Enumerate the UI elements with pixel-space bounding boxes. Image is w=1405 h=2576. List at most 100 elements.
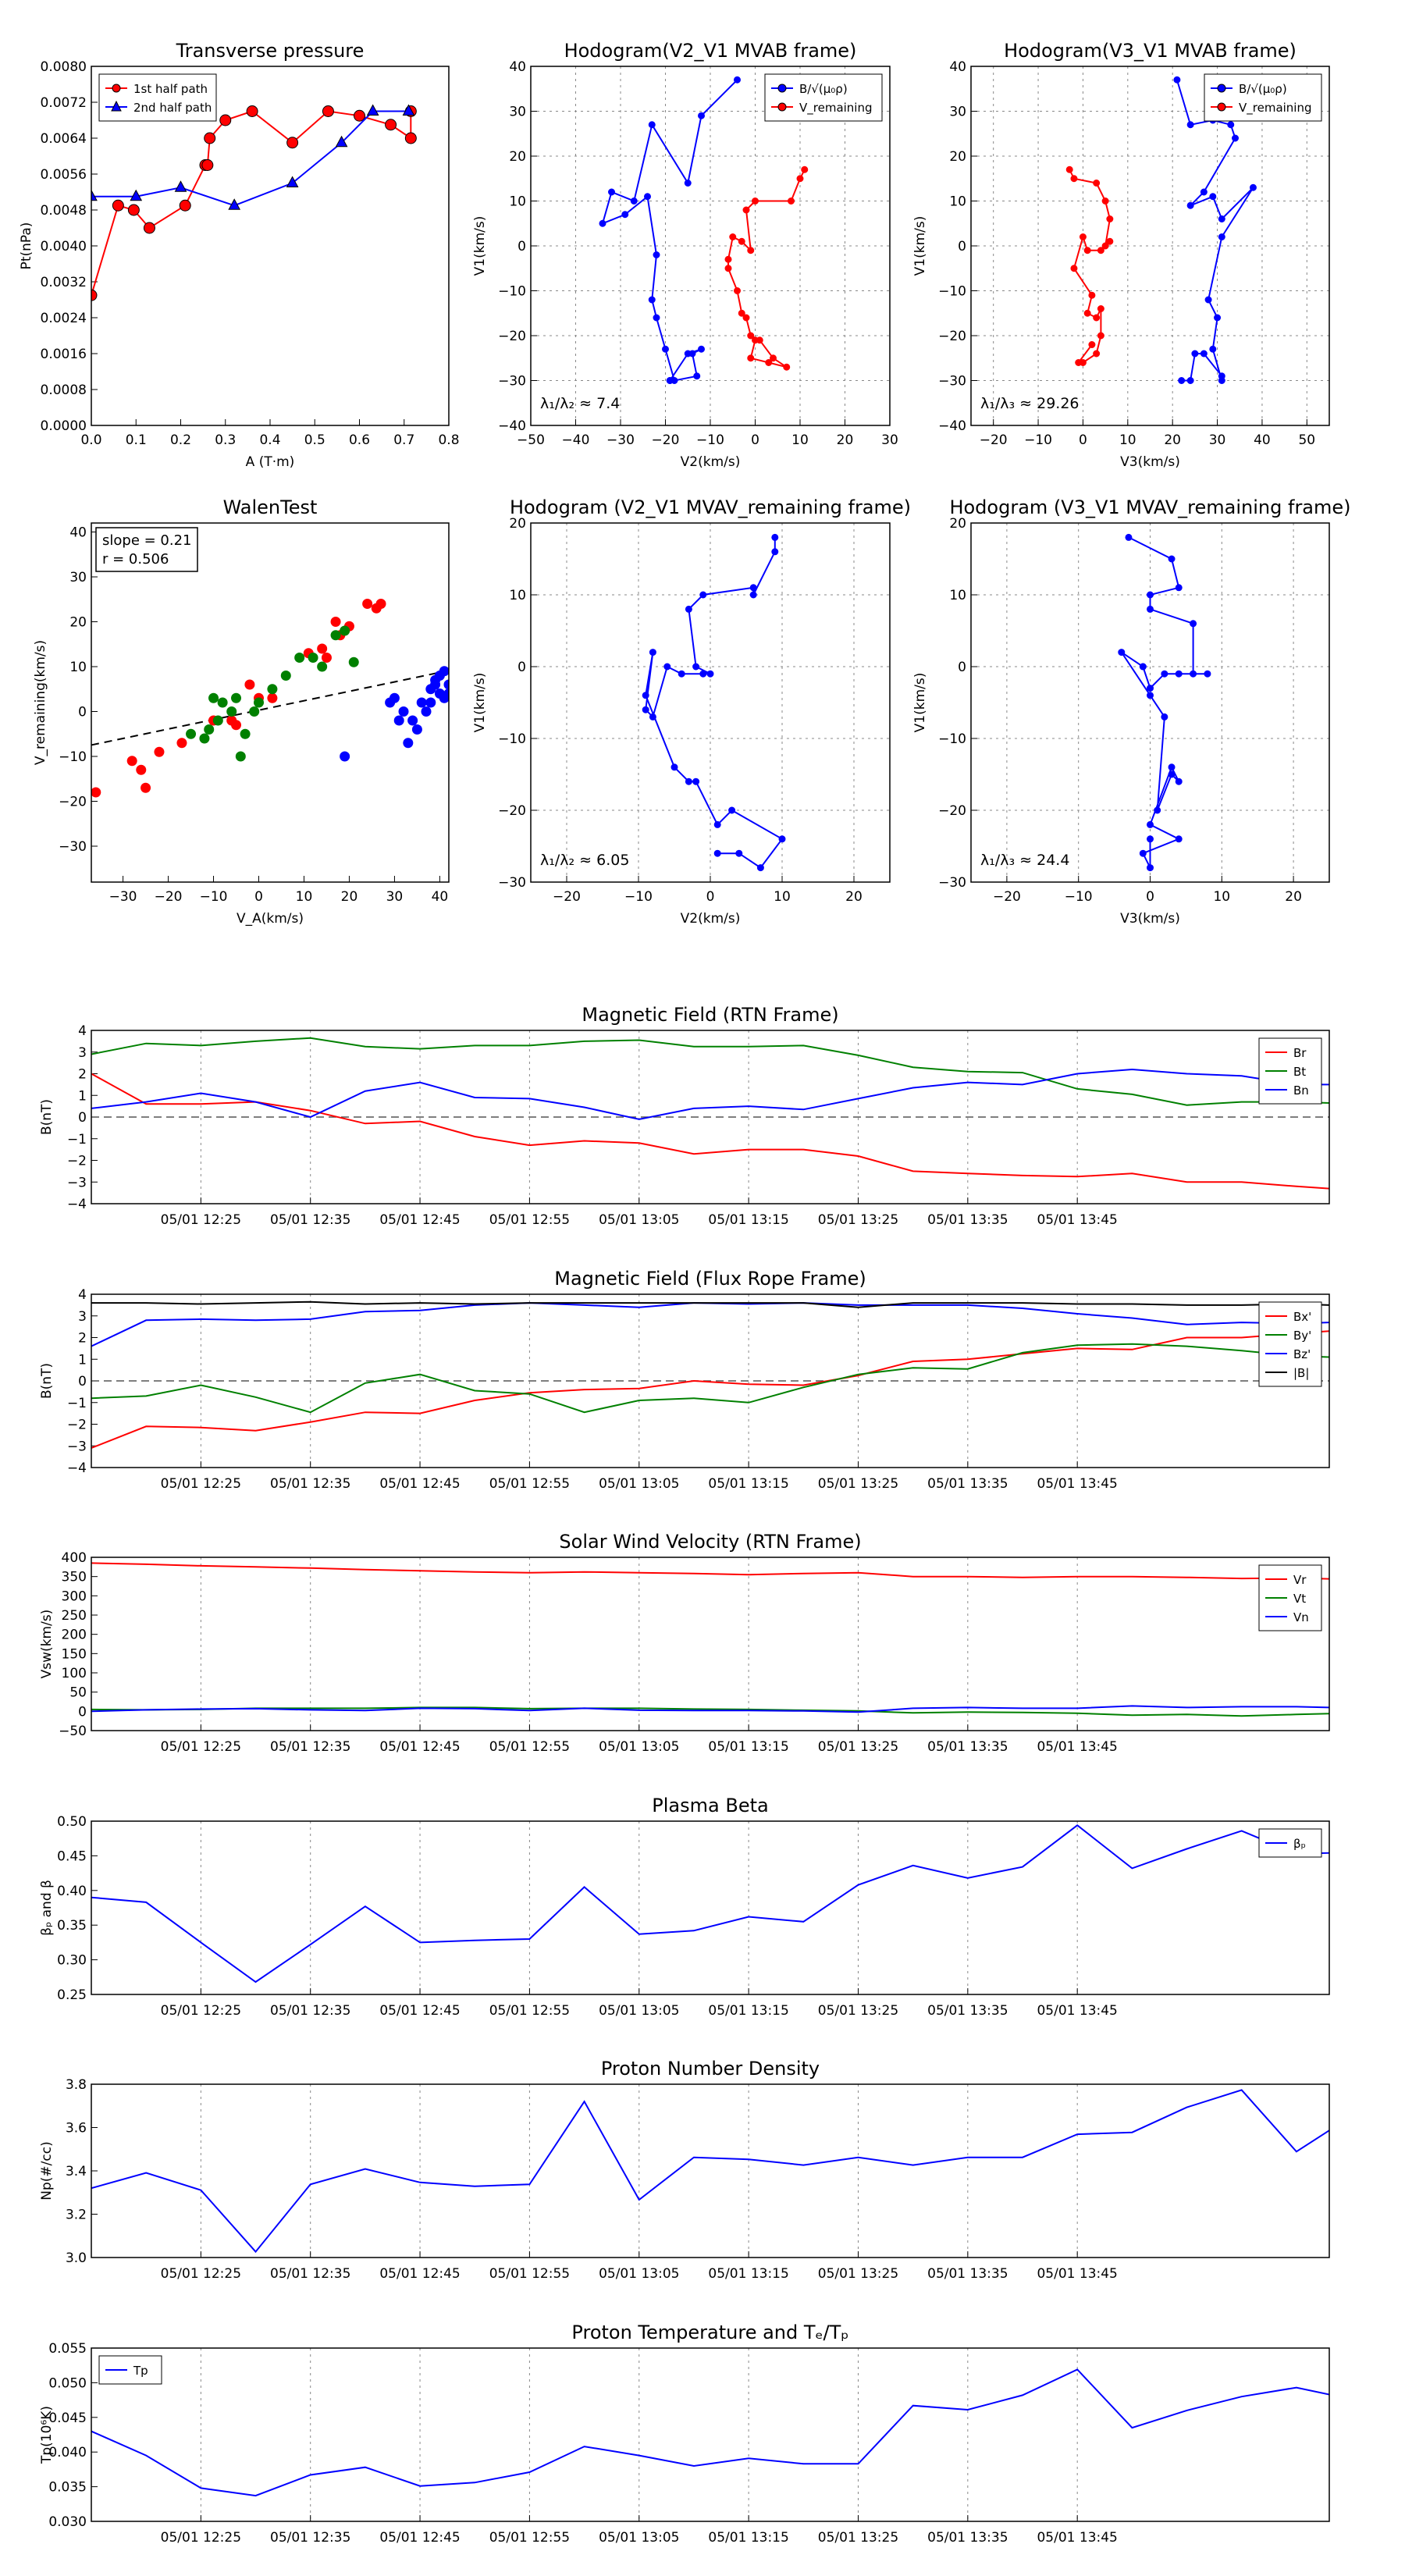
x-tick-label: 20 (1164, 432, 1181, 448)
fit-line (91, 670, 450, 746)
y-tick-label: −40 (498, 418, 526, 434)
data-point (749, 591, 757, 599)
y-tick-label: 2 (78, 1067, 87, 1083)
plot-frame (970, 66, 1330, 426)
plot-frame (91, 2347, 1330, 2522)
data-point (91, 189, 98, 201)
data-point (1232, 134, 1240, 142)
y-tick-label: 0.045 (48, 2411, 87, 2426)
chart-title: Hodogram(V3_V1 MVAB frame) (1004, 40, 1297, 62)
y-tick-label: 40 (69, 525, 87, 541)
data-point (317, 661, 328, 672)
y-tick-label: −10 (498, 284, 526, 300)
data-point (1190, 620, 1197, 628)
x-tick-label: 40 (1254, 432, 1271, 448)
y-tick-label: 0.0056 (41, 167, 87, 183)
data-point (375, 599, 386, 609)
y-tick-label: 0.0008 (41, 382, 87, 398)
series-line-1 (91, 110, 409, 207)
x-tick-label: 0 (254, 889, 263, 905)
y-tick-label: 3.4 (66, 2164, 87, 2179)
data-point (1186, 377, 1194, 384)
x-tick-label: 0.2 (170, 432, 191, 448)
data-point (340, 751, 350, 762)
x-tick-label: 05/01 12:55 (489, 2530, 570, 2546)
data-point (204, 132, 216, 144)
data-point (649, 713, 656, 720)
data-point (1209, 193, 1217, 201)
data-point (280, 671, 291, 681)
x-tick-label: 05/01 13:15 (708, 1476, 788, 1492)
data-point (1101, 197, 1109, 205)
data-point (179, 199, 191, 212)
legend-label: Bn (1293, 1083, 1309, 1098)
y-axis-label: Vsw(km/s) (39, 1610, 55, 1679)
x-tick-label: 05/01 12:45 (379, 2266, 460, 2282)
plot-area (91, 1037, 1329, 1190)
legend-marker (777, 102, 787, 112)
y-tick-label: −10 (498, 731, 526, 747)
x-tick-label: 05/01 12:25 (161, 1476, 241, 1492)
series-line-2 (91, 1705, 1329, 1713)
plot-frame (91, 66, 450, 426)
data-point (1190, 670, 1197, 678)
data-point (231, 692, 242, 703)
data-point (231, 720, 242, 731)
data-point (684, 180, 692, 187)
x-tick-label: 10 (1119, 432, 1136, 448)
data-point (738, 237, 745, 245)
data-point (699, 591, 707, 599)
data-point (649, 649, 656, 656)
data-point (1097, 247, 1104, 254)
data-point (644, 193, 651, 201)
y-tick-label: 0.0024 (41, 311, 87, 326)
x-tick-label: 10 (1213, 889, 1230, 905)
data-point (393, 715, 404, 726)
data-point (1168, 555, 1176, 563)
x-tick-label: 05/01 13:25 (818, 1476, 898, 1492)
data-point (692, 777, 700, 785)
x-tick-label: 0.5 (304, 432, 325, 448)
data-point (1075, 359, 1083, 366)
x-tick-label: 0.3 (215, 432, 236, 448)
x-tick-label: 05/01 12:35 (270, 1212, 350, 1228)
y-axis-label: V_remaining(km/s) (33, 640, 48, 765)
chart-title: Proton Number Density (601, 2058, 820, 2080)
data-point (112, 199, 124, 212)
x-tick-label: 05/01 13:15 (708, 1739, 788, 1755)
x-tick-label: −30 (606, 432, 635, 448)
y-tick-label: 0.0016 (41, 347, 87, 362)
plot-frame (91, 1030, 1330, 1204)
x-tick-label: 05/01 12:35 (270, 1739, 350, 1755)
y-tick-label: −30 (938, 875, 966, 891)
y-tick-label: −1 (67, 1132, 87, 1147)
data-point (136, 764, 147, 775)
y-tick-label: 0.0032 (41, 275, 87, 290)
x-tick-label: 05/01 12:45 (379, 2003, 460, 2019)
data-point (648, 121, 656, 129)
data-point (1070, 265, 1078, 272)
legend-box (1204, 73, 1322, 122)
x-tick-label: 0.0 (80, 432, 101, 448)
series-line-0 (91, 2089, 1329, 2254)
data-point (176, 738, 187, 749)
chart-title: Hodogram (V3_V1 MVAV_remaining frame) (949, 496, 1350, 518)
y-tick-label: −2 (67, 1154, 87, 1169)
data-point (201, 159, 214, 171)
y-tick-label: −4 (67, 1461, 87, 1476)
data-point (321, 653, 332, 663)
data-point (1218, 233, 1225, 240)
x-axis-label: V2(km/s) (681, 911, 741, 927)
data-point (653, 314, 660, 322)
data-point (140, 782, 151, 793)
data-point (735, 849, 743, 857)
y-tick-label: −20 (59, 795, 87, 810)
x-tick-label: 20 (845, 889, 863, 905)
data-point (249, 706, 260, 717)
data-point (1101, 242, 1109, 250)
y-tick-label: 200 (62, 1628, 87, 1643)
plot-frame (91, 1293, 1330, 1468)
x-tick-label: −20 (553, 889, 581, 905)
data-point (729, 233, 737, 240)
data-point (1214, 314, 1222, 322)
